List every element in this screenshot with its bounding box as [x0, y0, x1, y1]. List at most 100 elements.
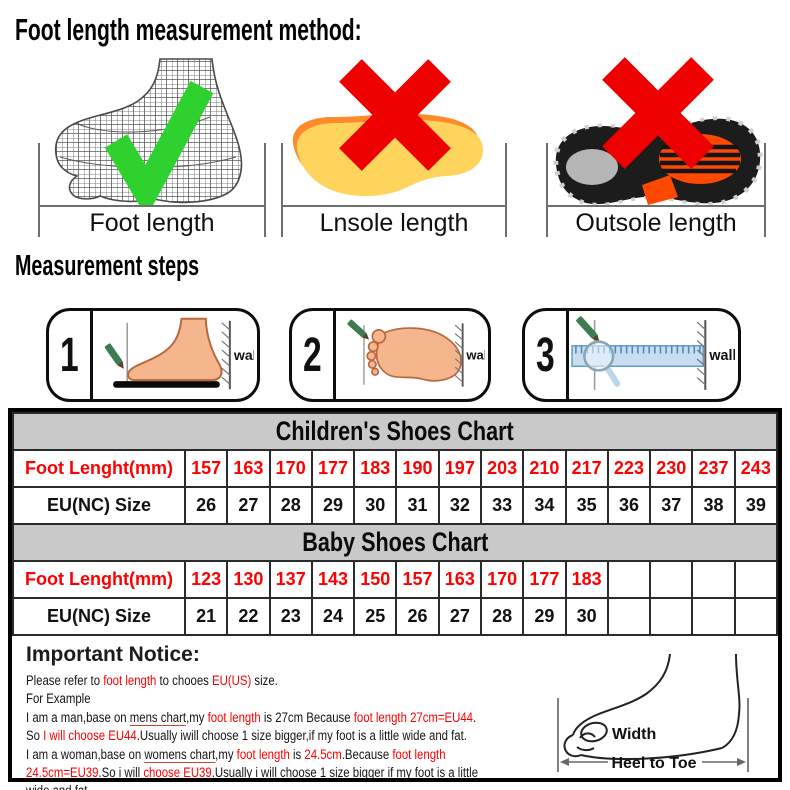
notice-heading: Important Notice: — [26, 643, 200, 666]
chart-section-title: Children's Shoes Chart — [12, 412, 778, 451]
value-cell: 163 — [226, 449, 271, 488]
value-cell: 30 — [353, 486, 398, 525]
value-cell: 28 — [268, 486, 313, 525]
notice-line: I am a woman,base on womens chart,my foo… — [26, 746, 446, 763]
value-cell — [691, 597, 736, 636]
step-number: 1 — [59, 328, 79, 382]
notice-line: So I will choose EU44.Usually iwill choo… — [26, 728, 467, 744]
value-cell: 35 — [564, 486, 609, 525]
step-1-art: wall — [93, 314, 260, 396]
step-number: 3 — [535, 328, 555, 382]
value-cell: 32 — [437, 486, 482, 525]
foot-measure-diagram: Width Heel to Toe — [557, 653, 749, 772]
value-cell: 217 — [564, 449, 609, 488]
value-cell: 34 — [522, 486, 567, 525]
value-cell: 183 — [564, 560, 609, 599]
value-cell: 27 — [226, 486, 271, 525]
value-cell — [733, 560, 779, 599]
row-label: Foot Lenght(mm) — [12, 560, 186, 599]
foot-wireframe-image — [54, 58, 243, 207]
value-cell: 36 — [606, 486, 652, 525]
notice-line: For Example — [26, 691, 91, 707]
value-cell: 38 — [691, 486, 736, 525]
value-cell: 31 — [395, 486, 440, 525]
step-2-art: wall — [336, 314, 491, 396]
value-cell: 28 — [479, 597, 525, 636]
cross-mark-icon — [602, 57, 714, 169]
value-cell: 26 — [395, 597, 440, 636]
foot-top-image — [366, 327, 462, 382]
size-table: Children's Shoes Chart Foot Lenght(mm) 157… — [12, 412, 779, 636]
wall-icon — [454, 323, 464, 387]
width-label: Width — [612, 726, 656, 743]
check-mark-icon — [104, 80, 214, 207]
value-cell: 29 — [522, 597, 567, 636]
value-cell: 130 — [226, 560, 271, 599]
value-cell — [649, 560, 694, 599]
value-cell: 183 — [353, 449, 398, 488]
value-cell: 163 — [437, 560, 482, 599]
step-box-1: 1 wall — [46, 308, 260, 402]
pencil-icon — [347, 319, 370, 340]
bracket-line — [283, 205, 505, 207]
notice-line: wide and fat... — [26, 782, 665, 790]
value-cell: 24 — [310, 597, 356, 636]
step-divider — [333, 308, 336, 402]
value-cell: 21 — [183, 597, 229, 636]
notice-line: Please refer to foot length to chooes EU… — [26, 673, 278, 688]
page-title: Foot length measurement method: — [15, 12, 362, 47]
row-label: EU(NC) Size — [12, 486, 186, 525]
value-cell: 170 — [268, 449, 313, 488]
notice-line: I am a man,base on mens chart,my foot le… — [26, 709, 477, 726]
notice-line: 24.5cm=EU39.So i will choose EU39.Usuall… — [26, 765, 479, 781]
value-cell: 230 — [649, 449, 694, 488]
method-label: Foot length — [89, 209, 215, 237]
method-item-outsole-length: Outsole length — [546, 55, 766, 241]
size-chart-box: Children's Shoes Chart Foot Lenght(mm) 157… — [8, 408, 782, 790]
wall-label: wall — [708, 348, 735, 364]
outsole-image — [553, 57, 763, 207]
bracket-line — [548, 205, 764, 207]
method-item-insole-length: Lnsole length — [281, 55, 507, 241]
value-cell: 150 — [353, 560, 398, 599]
cross-mark-icon — [339, 59, 451, 171]
wall-label: wall — [465, 348, 485, 363]
value-cell: 203 — [479, 449, 525, 488]
important-notice: Important Notice: Please refer to foot l… — [12, 636, 778, 790]
step-divider — [90, 308, 93, 402]
value-cell: 190 — [395, 449, 440, 488]
value-cell — [733, 597, 779, 636]
notice-lines: Please refer to foot length to chooes EU… — [26, 672, 778, 790]
chart-section-title-text: Baby Shoes Chart — [301, 527, 489, 557]
measure-bracket: Outsole length — [546, 143, 766, 237]
value-cell: 33 — [479, 486, 525, 525]
row-label: Foot Lenght(mm) — [12, 449, 186, 488]
step-box-3: 3 wall — [522, 308, 741, 402]
value-cell: 123 — [183, 560, 229, 599]
measure-bracket: Foot length — [38, 143, 266, 237]
value-cell: 22 — [226, 597, 271, 636]
value-cell: 26 — [183, 486, 229, 525]
value-cell — [691, 560, 736, 599]
step-number: 2 — [302, 328, 322, 382]
step-box-2: 2 — [289, 308, 491, 402]
row-label: EU(NC) Size — [12, 597, 186, 636]
measure-bracket: Lnsole length — [281, 143, 507, 237]
value-cell: 157 — [395, 560, 440, 599]
bracket-line — [40, 205, 264, 207]
method-label: Lnsole length — [319, 209, 469, 237]
chart-section-title: Baby Shoes Chart — [12, 523, 778, 562]
pencil-icon — [576, 316, 600, 342]
value-cell: 170 — [479, 560, 525, 599]
value-cell — [606, 597, 652, 636]
size-table-body: Children's Shoes Chart Foot Lenght(mm) 157… — [12, 412, 779, 636]
value-cell: 37 — [649, 486, 694, 525]
step-3-art: wall — [569, 314, 737, 396]
paper-bar — [113, 381, 220, 388]
wall-label: wall — [233, 347, 254, 363]
value-cell: 237 — [691, 449, 736, 488]
value-cell: 177 — [522, 560, 567, 599]
value-cell: 29 — [310, 486, 356, 525]
value-cell: 143 — [310, 560, 356, 599]
value-cell: 23 — [268, 597, 313, 636]
